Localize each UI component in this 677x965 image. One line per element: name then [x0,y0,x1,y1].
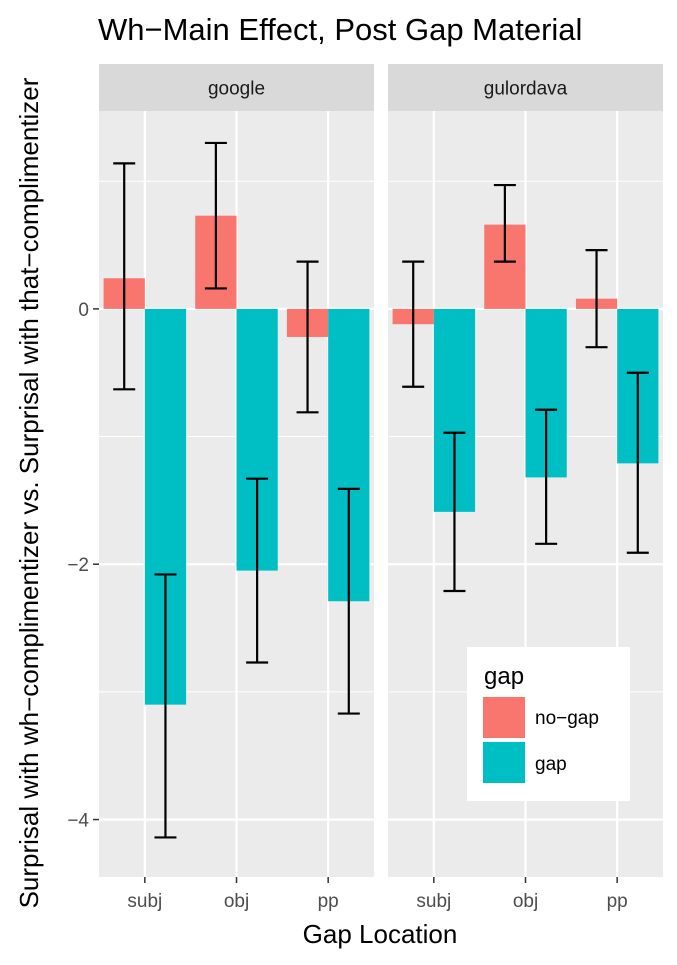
error-bar-google-obj-no-gap [204,141,227,290]
y-axis-title: Surprisal with wh−complimentizer vs. Sur… [14,77,44,908]
error-bar-google-pp-no-gap [296,260,319,414]
x-tick-label: obj [224,891,249,912]
legend-label-no-gap: no−gap [535,708,599,729]
error-bar-google-pp-gap [337,487,360,715]
x-tick-label: subj [127,891,162,912]
error-bar-gulordava-subj-no-gap [402,260,425,388]
legend-key-gap [483,742,525,783]
facet-strip-google [99,64,374,111]
facet-panel-google: google [99,64,374,877]
facet-label-gulordava: gulordava [484,79,568,100]
error-bar-gulordava-obj-gap [535,408,558,545]
y-tick-label: 0 [78,300,89,321]
error-bar-gulordava-obj-no-gap [493,183,516,263]
error-bar-google-subj-no-gap [113,162,136,391]
legend-key-no-gap [483,697,525,738]
error-bar-gulordava-subj-gap [443,431,466,593]
x-axis: subj obj pp subj obj pp [127,877,628,912]
legend-label-gap: gap [535,754,567,775]
facet-label-google: google [208,79,265,100]
x-tick-label: subj [416,891,451,912]
error-bar-gulordava-pp-gap [626,371,649,554]
error-bar-google-obj-gap [246,477,269,664]
legend-title: gap [484,663,524,690]
x-tick-label: pp [318,891,339,912]
y-tick-label: −2 [67,555,89,576]
x-axis-title: Gap Location [303,919,458,949]
x-tick-label: pp [607,891,628,912]
x-tick-label: obj [513,891,538,912]
y-tick-label: −4 [67,811,89,832]
y-axis: 0 −2 −4 [67,300,99,832]
facet-strip-gulordava [388,64,663,111]
legend: gap no−gap gap [467,647,630,801]
chart-title: Wh−Main Effect, Post Gap Material [98,12,582,47]
error-bar-google-subj-gap [154,573,177,839]
error-bar-gulordava-pp-no-gap [585,249,608,349]
